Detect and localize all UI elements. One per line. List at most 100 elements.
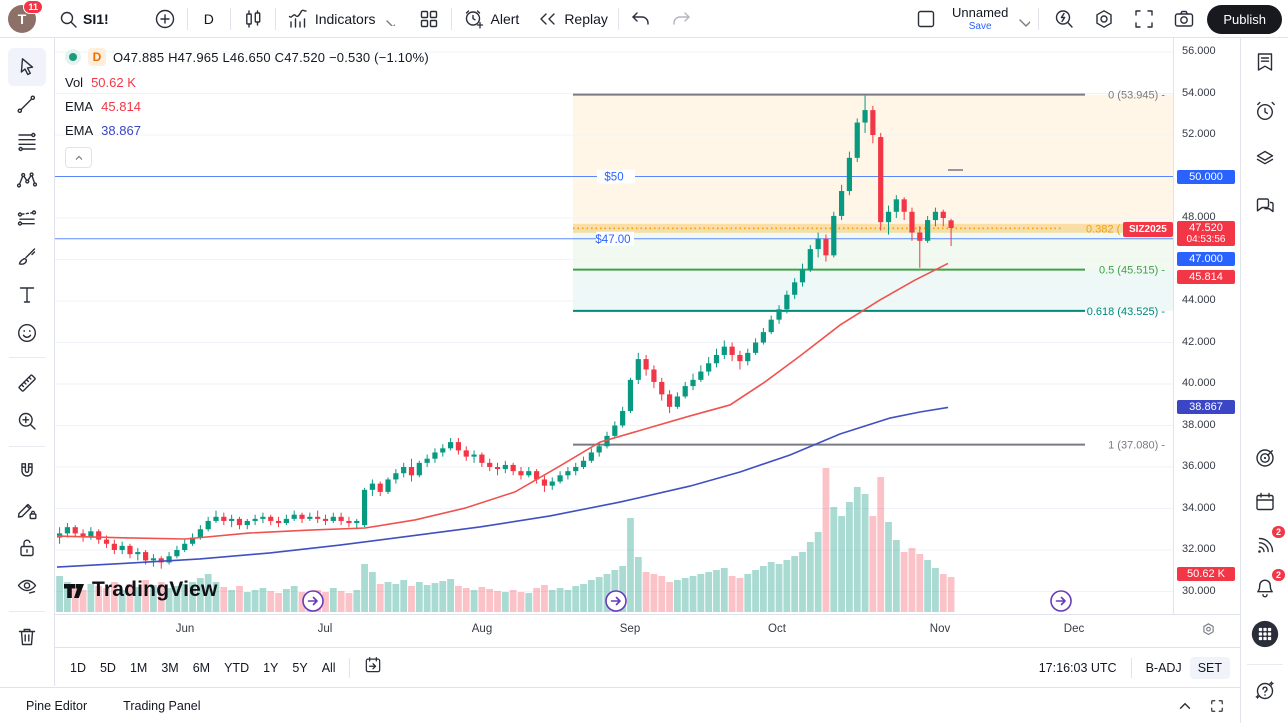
indicators-button[interactable]: Indicators [278,0,403,38]
lock-drawings-tool[interactable] [8,529,46,567]
symbol-search-button[interactable]: SI1! [50,0,117,38]
quick-search-button[interactable] [1047,0,1081,38]
pattern-tool[interactable] [8,161,46,199]
candle-body [385,479,391,492]
panel-expand-chevron-icon[interactable] [1176,697,1194,715]
settlement-button[interactable]: SET [1189,656,1230,679]
help-button[interactable] [1251,676,1279,704]
range-button-1y[interactable]: 1Y [263,660,279,675]
text-tool[interactable] [8,276,46,314]
alert-button[interactable]: Alert [454,0,528,38]
chevron-down-icon[interactable] [381,12,395,26]
layout-grid-button[interactable] [409,0,449,38]
trading-panel-tab[interactable]: Trading Panel [123,698,201,713]
trend-line-icon [17,95,36,114]
candle-body [487,462,493,467]
fullscreen-button[interactable] [1127,0,1161,38]
ema-slow-legend-row[interactable]: EMA 38.867 [65,123,429,138]
apps-menu-button[interactable] [1251,620,1279,648]
volume-bar [157,582,165,612]
adjust-data-button[interactable]: B-ADJ [1145,660,1182,675]
range-button-5d[interactable]: 5D [99,660,116,675]
redo-button[interactable] [661,0,701,38]
user-avatar[interactable]: T 11 [8,0,43,33]
remove-drawings-tool[interactable] [8,618,46,656]
drawing-mode-tool[interactable] [8,491,46,529]
candle-body [448,442,454,449]
layout-chevron-down-icon[interactable] [1014,11,1031,27]
settings-button[interactable] [1087,0,1121,38]
zoom-in-tool[interactable] [8,402,46,440]
calendar-button[interactable] [1251,488,1279,516]
range-button-ytd[interactable]: YTD [224,660,250,675]
time-axis-label: Nov [929,623,951,635]
range-button-6m[interactable]: 6M [192,660,211,675]
streams-button[interactable]: 2 [1251,526,1285,559]
time-axis[interactable]: Jun Jul Aug Sep Oct Nov Dec [55,614,1240,647]
toolbar-divider [348,657,350,678]
legend-collapse-button[interactable] [65,147,92,168]
hline-label-bg [596,231,634,246]
ruler-icon [18,374,36,392]
range-button-1d[interactable]: 1D [70,660,86,675]
watchlist-button[interactable] [1251,48,1279,76]
pine-editor-tab[interactable]: Pine Editor [26,698,88,713]
ohlc-values: O47.885 H47.965 L46.650 C47.520 −0.530 (… [113,49,429,65]
chevron-up-icon [75,155,82,160]
chart-style-button[interactable] [233,0,273,38]
fib-retracement-tool[interactable] [8,123,46,161]
volume-bar [892,540,900,612]
small-gear-icon [1203,623,1214,636]
market-status-dot[interactable] [65,49,81,65]
axis-settings-gear[interactable] [1200,621,1217,643]
candle-body [729,346,735,355]
undo-button[interactable] [621,0,661,38]
ema-fast-legend-row[interactable]: EMA 45.814 [65,99,429,114]
compare-add-button[interactable] [145,0,185,38]
alerts-button[interactable] [1251,97,1279,125]
candle-body [534,471,540,480]
candle-body [88,531,94,538]
save-layout-button[interactable]: Unnamed Save [952,6,1008,32]
cursor-tool[interactable] [8,48,46,86]
volume-bar [134,587,142,612]
indicators-icon [288,9,307,28]
range-button-all[interactable]: All [321,660,336,675]
clock-display[interactable]: 17:16:03 UTC [1038,660,1117,675]
range-button-1m[interactable]: 1M [129,660,148,675]
candle-body [346,520,352,524]
trend-line-tool[interactable] [8,86,46,124]
measure-tool[interactable] [8,364,46,402]
notifications-button[interactable]: 2 [1251,569,1285,602]
brush-tool[interactable] [8,238,46,276]
price-axis-badge: 47.520 04:53:56 [1177,221,1235,246]
volume-bar [541,585,548,612]
magnet-tool[interactable] [8,453,46,491]
range-button-5y[interactable]: 5Y [292,660,308,675]
interval-badge[interactable]: D [88,48,106,66]
layout-select-button[interactable] [906,0,946,38]
publish-button[interactable]: Publish [1207,4,1282,34]
price-axis-badge: 50.000 [1177,170,1235,184]
price-tick-label: 52.000 [1182,128,1216,140]
volume-bar [384,582,392,612]
panel-maximize-icon[interactable] [1208,697,1226,715]
interval-button[interactable]: D [190,0,228,38]
chat-button[interactable] [1251,191,1279,219]
screenshot-button[interactable] [1167,0,1201,38]
candle-body [244,520,250,526]
candles-icon [245,9,261,28]
price-axis[interactable]: 56.000 54.000 52.000 48.000 44.000 42.000 40.0… [1173,38,1240,614]
emoji-tool[interactable] [8,314,46,352]
range-button-3m[interactable]: 3M [161,660,179,675]
chart-pane[interactable]: $50 $47.00 0 (53.945) - 0.382 (0.5 (45.515)… [55,38,1173,614]
goto-date-button[interactable] [356,653,390,682]
replay-button[interactable]: Replay [527,0,616,38]
hide-drawings-tool[interactable] [8,567,46,605]
volume-bar [697,574,705,612]
object-tree-button[interactable] [1251,144,1279,172]
hotlists-button[interactable] [1251,444,1279,472]
projection-tool[interactable] [8,200,46,238]
volume-legend-row[interactable]: Vol 50.62 K [65,75,429,90]
chart-canvas[interactable]: $50 $47.00 0 (53.945) - 0.382 (0.5 (45.515)… [55,38,1173,614]
